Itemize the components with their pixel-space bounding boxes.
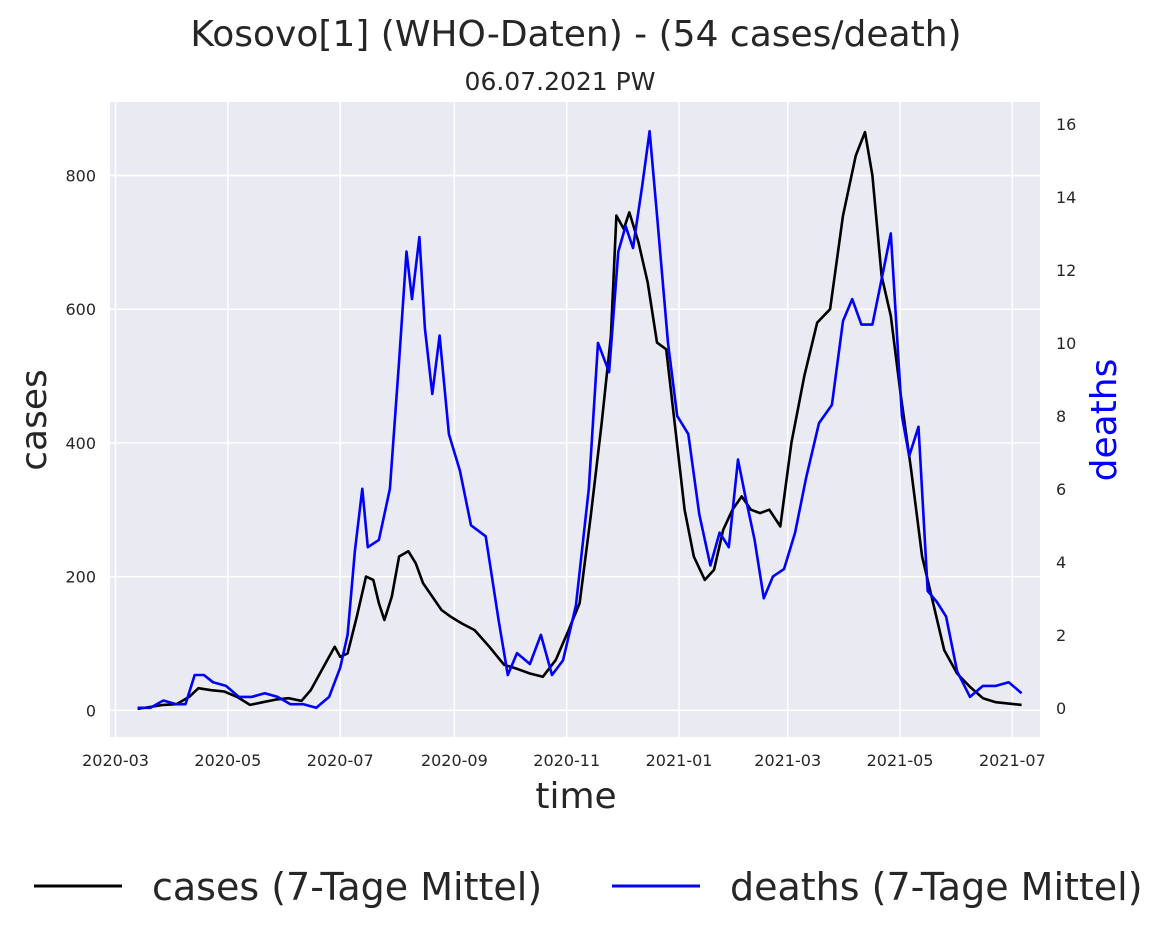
y-left-tick-label: 400 <box>65 434 96 453</box>
y-right-tick-labels: 0 2 4 6 8 10 12 14 16 <box>1056 115 1076 718</box>
x-tick-label: 2020-05 <box>194 751 261 770</box>
y-left-tick-labels: 0 200 400 600 800 <box>65 167 96 721</box>
y-left-axis-label: cases <box>14 369 55 471</box>
y-right-tick-label: 16 <box>1056 115 1076 134</box>
y-right-tick-label: 0 <box>1056 699 1066 718</box>
y-right-tick-label: 14 <box>1056 188 1076 207</box>
legend-label-cases: cases (7-Tage Mittel) <box>152 865 542 909</box>
x-tick-label: 2020-03 <box>82 751 149 770</box>
y-right-tick-label: 6 <box>1056 480 1066 499</box>
y-right-tick-label: 8 <box>1056 407 1066 426</box>
x-tick-label: 2020-11 <box>533 751 600 770</box>
y-left-tick-label: 200 <box>65 568 96 587</box>
legend: cases (7-Tage Mittel) deaths (7-Tage Mit… <box>34 865 1143 909</box>
x-tick-label: 2021-07 <box>979 751 1046 770</box>
x-tick-label: 2020-07 <box>307 751 374 770</box>
legend-label-deaths: deaths (7-Tage Mittel) <box>730 865 1143 909</box>
y-left-tick-label: 800 <box>65 167 96 186</box>
chart-title: Kosovo[1] (WHO-Daten) - (54 cases/death) <box>190 14 961 55</box>
x-tick-label: 2021-01 <box>646 751 713 770</box>
series-line-deaths <box>137 129 1023 710</box>
series-layer <box>137 129 1023 711</box>
x-axis-label: time <box>535 776 616 817</box>
grid-lines <box>110 102 1040 737</box>
x-tick-label: 2020-09 <box>421 751 488 770</box>
plot-area <box>110 102 1040 737</box>
y-right-tick-label: 4 <box>1056 553 1066 572</box>
series-line-cases <box>137 130 1022 711</box>
y-right-axis-label: deaths <box>1084 359 1125 482</box>
x-tick-label: 2021-05 <box>867 751 934 770</box>
y-right-tick-label: 10 <box>1056 334 1076 353</box>
x-tick-label: 2021-03 <box>754 751 821 770</box>
y-left-tick-label: 0 <box>86 701 96 720</box>
y-left-tick-label: 600 <box>65 300 96 319</box>
y-right-tick-label: 2 <box>1056 626 1066 645</box>
y-right-tick-label: 12 <box>1056 261 1076 280</box>
x-tick-labels: 2020-03 2020-05 2020-07 2020-09 2020-11 2021-… <box>82 751 1046 770</box>
chart-subtitle: 06.07.2021 PW <box>465 67 656 96</box>
